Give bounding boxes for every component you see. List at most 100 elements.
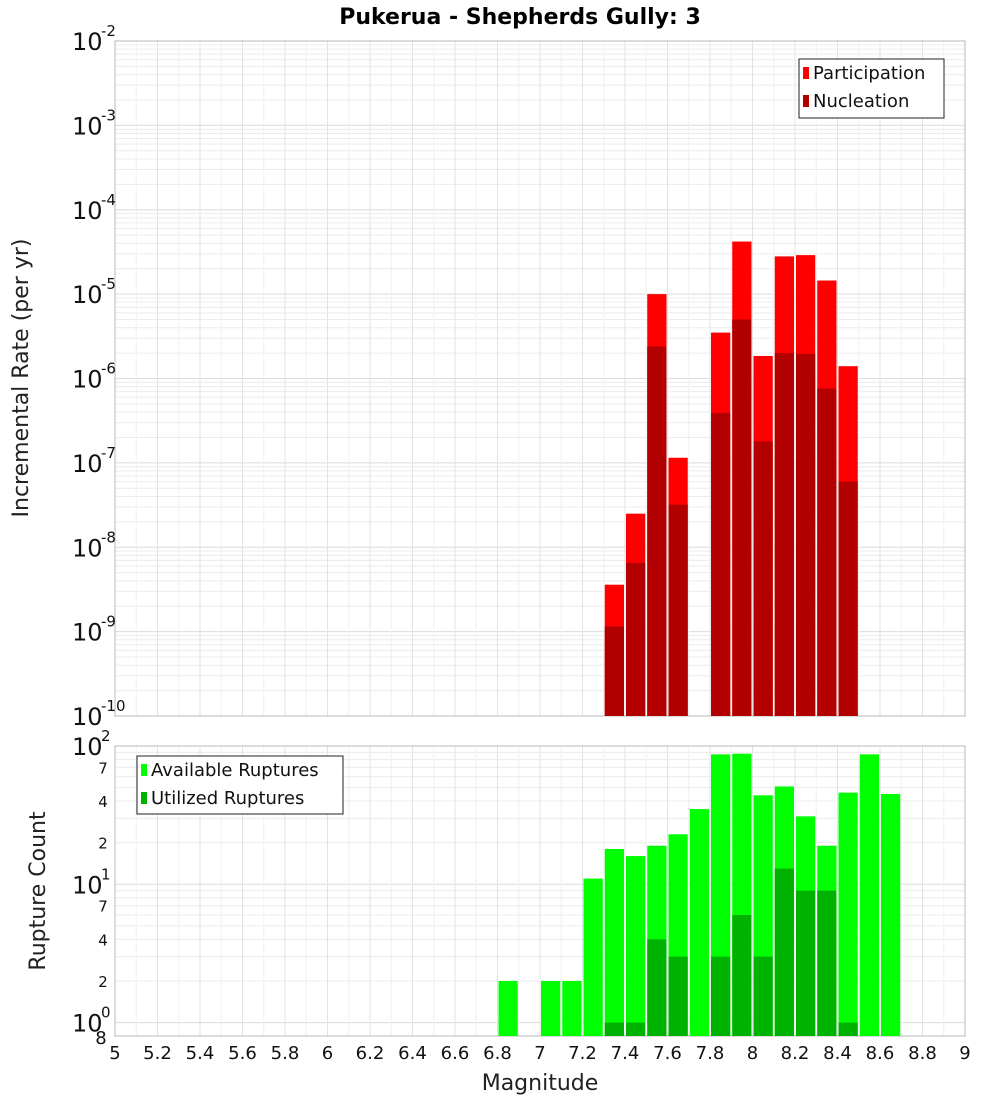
available-ruptures-bar xyxy=(583,878,603,1036)
x-ticks: 5 5.2 5.4 5.6 5.8 6 6.2 6.4 6.6 6.8 7 7.2 7.4 7.6 7.8 8… xyxy=(109,1043,970,1064)
x-tick-label: 5.6 xyxy=(228,1043,257,1064)
nucleation-bar xyxy=(796,354,816,716)
svg-text:10: 10 xyxy=(72,733,103,761)
legend-label: Available Ruptures xyxy=(151,760,319,781)
legend-swatch xyxy=(803,67,809,79)
x-tick-label: 7.6 xyxy=(653,1043,682,1064)
svg-text:2: 2 xyxy=(101,727,111,745)
legend-label: Nucleation xyxy=(813,91,909,112)
x-tick-label: 8.2 xyxy=(781,1043,810,1064)
svg-text:-9: -9 xyxy=(101,613,116,631)
utilized-ruptures-bar xyxy=(796,890,816,1036)
y-tick-label: 10-5 xyxy=(72,275,116,309)
svg-text:-2: -2 xyxy=(101,22,116,40)
legend-box xyxy=(798,58,945,119)
x-tick-label: 6 xyxy=(322,1043,333,1064)
nucleation-bar xyxy=(604,626,624,716)
svg-text:10: 10 xyxy=(72,534,103,562)
svg-text:10: 10 xyxy=(72,1010,103,1038)
nucleation-bar xyxy=(647,346,667,716)
nucleation-bar xyxy=(753,441,773,716)
y-tick-label: 7 xyxy=(98,898,108,916)
top-plot-area xyxy=(114,40,966,717)
y-tick-label: 2 xyxy=(98,973,108,991)
bottom-bars xyxy=(498,753,901,1036)
svg-text:-3: -3 xyxy=(101,106,116,124)
y-tick-label: 102 xyxy=(72,727,111,761)
svg-text:-7: -7 xyxy=(101,444,116,462)
svg-text:10: 10 xyxy=(72,366,103,394)
svg-text:-5: -5 xyxy=(101,275,116,293)
utilized-ruptures-bar xyxy=(732,914,752,1036)
nucleation-bar xyxy=(774,353,794,716)
legend-label: Utilized Ruptures xyxy=(151,788,304,809)
x-tick-label: 8.6 xyxy=(866,1043,895,1064)
y-tick-label: 101 xyxy=(72,865,111,899)
svg-text:10: 10 xyxy=(72,28,103,56)
bottom-legend: Available Ruptures Utilized Ruptures xyxy=(136,755,344,815)
utilized-ruptures-bar xyxy=(753,956,773,1036)
nucleation-bar xyxy=(711,413,731,716)
utilized-ruptures-bar xyxy=(774,868,794,1036)
utilized-ruptures-bar xyxy=(838,1022,858,1036)
available-ruptures-bar xyxy=(626,856,646,1036)
available-ruptures-bar xyxy=(859,754,879,1036)
utilized-ruptures-bar xyxy=(647,939,667,1036)
available-ruptures-bar xyxy=(838,792,858,1036)
x-tick-label: 9 xyxy=(959,1043,970,1064)
x-tick-label: 8.8 xyxy=(908,1043,937,1064)
top-y-axis-label: Incremental Rate (per yr) xyxy=(9,239,34,518)
svg-text:-6: -6 xyxy=(101,360,116,378)
svg-text:10: 10 xyxy=(72,703,103,731)
legend-swatch xyxy=(141,764,147,776)
bottom-y-axis-label: Rupture Count xyxy=(26,811,51,971)
x-tick-label: 8 xyxy=(747,1043,758,1064)
nucleation-bar xyxy=(817,388,837,716)
y-tick-label: 10-7 xyxy=(72,444,116,478)
legend-label: Participation xyxy=(813,63,925,84)
available-ruptures-bar xyxy=(604,848,624,1036)
x-tick-label: 5 xyxy=(109,1043,120,1064)
y-tick-label: 10-4 xyxy=(72,191,116,225)
y-tick-label: 7 xyxy=(98,759,108,777)
top-bars xyxy=(604,241,858,717)
svg-text:-4: -4 xyxy=(101,191,116,209)
available-ruptures-bar xyxy=(541,980,561,1036)
top-legend: Participation Nucleation xyxy=(798,58,945,119)
nucleation-bar xyxy=(838,481,858,716)
y-tick-label: 8 xyxy=(95,1028,106,1049)
x-tick-label: 6.8 xyxy=(483,1043,512,1064)
y-tick-label: 4 xyxy=(98,793,108,811)
x-axis-label: Magnitude xyxy=(482,1071,599,1096)
svg-text:0: 0 xyxy=(101,1004,111,1022)
y-tick-label: 4 xyxy=(98,931,108,949)
y-tick-label: 10-10 xyxy=(72,697,126,731)
y-tick-label: 100 xyxy=(72,1004,111,1038)
chart-title: Pukerua - Shepherds Gully: 3 xyxy=(339,5,701,30)
x-tick-label: 7.4 xyxy=(611,1043,640,1064)
legend-swatch xyxy=(803,95,809,107)
x-tick-label: 5.2 xyxy=(143,1043,172,1064)
x-tick-label: 7.2 xyxy=(568,1043,597,1064)
x-tick-label: 6.2 xyxy=(356,1043,385,1064)
svg-text:-10: -10 xyxy=(101,697,126,715)
svg-text:10: 10 xyxy=(72,619,103,647)
svg-text:10: 10 xyxy=(72,112,103,140)
y-tick-label: 10-6 xyxy=(72,360,116,394)
x-tick-label: 7.8 xyxy=(696,1043,725,1064)
x-tick-label: 8.4 xyxy=(823,1043,852,1064)
x-tick-label: 6.6 xyxy=(441,1043,470,1064)
available-ruptures-bar xyxy=(562,980,582,1036)
x-tick-label: 7 xyxy=(534,1043,545,1064)
y-tick-label: 10-3 xyxy=(72,106,116,140)
y-tick-label: 10-9 xyxy=(72,613,116,647)
utilized-ruptures-bar xyxy=(817,890,837,1036)
bottom-plot-area xyxy=(114,745,966,1037)
utilized-ruptures-bar xyxy=(711,956,731,1036)
y-tick-label: 10-2 xyxy=(72,22,116,56)
utilized-ruptures-bar xyxy=(668,956,688,1036)
y-tick-label: 10-8 xyxy=(72,528,116,562)
